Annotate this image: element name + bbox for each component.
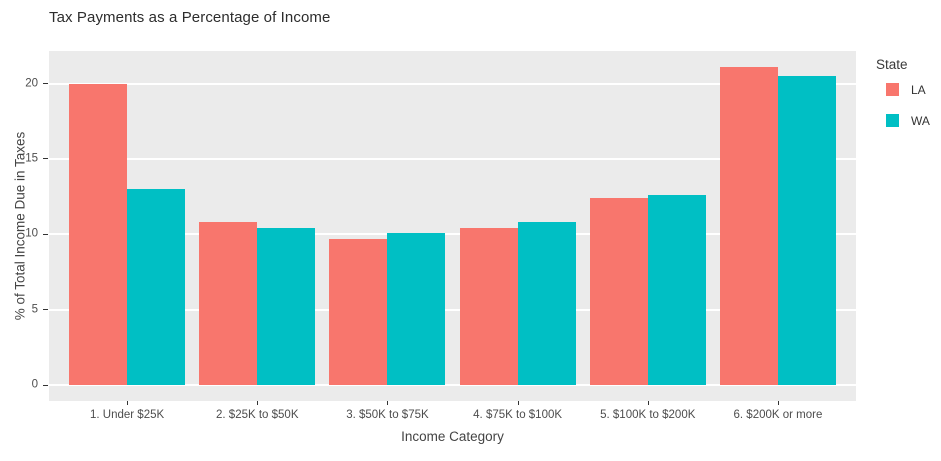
legend-label-la: LA [911,82,926,97]
bar-group-1 [192,51,322,401]
y-tick-mark-15 [43,158,48,160]
gridline-20 [49,82,856,85]
bar-la-4[interactable] [589,198,648,386]
x-tick-mark-4 [647,401,649,405]
bar-la-1[interactable] [199,222,258,386]
x-tick-label-0: 1. Under $25K [90,409,165,421]
legend-item-wa[interactable]: WA [867,114,939,127]
x-tick-label-3: 4. $75K to $100K [473,409,563,421]
bar-groups [49,51,856,401]
x-axis: 1. Under $25K 2. $25K to $50K 3. $50K to $… [49,401,856,427]
y-axis: 0 5 10 15 20 [0,51,49,401]
legend-items: LA WA [867,83,939,127]
x-slot-3: 4. $75K to $100K [453,401,583,427]
x-slot-1: 2. $25K to $50K [192,401,322,427]
legend-title: State [876,57,908,72]
x-slot-2: 3. $50K to $75K [322,401,452,427]
y-tick-mark-10 [43,233,48,235]
gridline-10 [49,233,856,236]
bar-wa-5[interactable] [777,76,836,386]
bar-group-5 [713,51,843,401]
x-tick-mark-5 [777,401,779,405]
bar-wa-0[interactable] [127,189,186,386]
bar-wa-2[interactable] [387,232,446,386]
chart-title: Tax Payments as a Percentage of Income [49,9,331,26]
y-tick-label-0: 0 [31,378,38,391]
bar-wa-1[interactable] [257,228,316,386]
x-tick-mark-0 [127,401,129,405]
legend-swatch-wa [886,114,899,127]
bar-la-2[interactable] [329,238,388,386]
gridline-0 [49,384,856,387]
bar-la-0[interactable] [69,83,128,386]
x-tick-label-1: 2. $25K to $50K [216,409,299,421]
bar-group-4 [583,51,713,401]
x-slot-0: 1. Under $25K [62,401,192,427]
x-axis-title: Income Category [401,429,504,444]
x-tick-mark-3 [517,401,519,405]
y-tick-mark-0 [43,384,48,386]
legend-item-la[interactable]: LA [867,83,939,96]
gridline-5 [49,308,856,311]
x-slot-5: 6. $200K or more [713,401,843,427]
legend-label-wa: WA [911,113,930,128]
x-tick-mark-1 [257,401,259,405]
bar-la-3[interactable] [459,228,518,386]
plot-panel[interactable] [49,51,856,401]
x-tick-mark-2 [387,401,389,405]
x-tick-label-5: 6. $200K or more [733,409,823,421]
gridline-15 [49,157,856,160]
bar-wa-3[interactable] [517,222,576,386]
x-tick-label-2: 3. $50K to $75K [346,409,429,421]
x-slot-4: 5. $100K to $200K [583,401,713,427]
y-tick-mark-5 [43,309,48,311]
y-tick-label-20: 20 [25,76,38,89]
y-tick-label-15: 15 [25,152,38,165]
bar-group-2 [322,51,452,401]
y-tick-label-5: 5 [31,302,38,315]
bar-la-5[interactable] [719,67,778,386]
legend-swatch-la [886,83,899,96]
bar-wa-4[interactable] [647,195,706,386]
y-tick-mark-20 [43,83,48,85]
legend: State LA WA [867,57,939,145]
bar-group-0 [62,51,192,401]
y-tick-label-10: 10 [25,227,38,240]
bar-group-3 [453,51,583,401]
x-tick-label-4: 5. $100K to $200K [600,409,696,421]
